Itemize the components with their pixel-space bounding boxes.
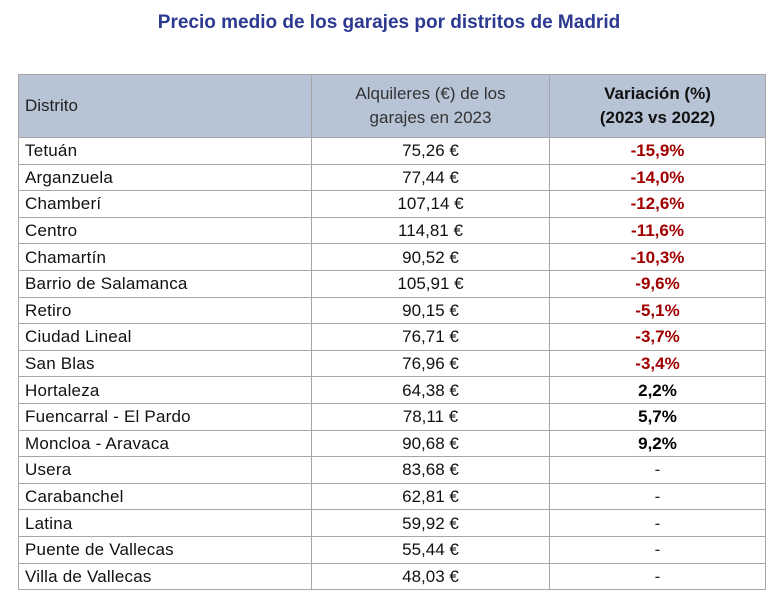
- rental-price-cell: 107,14 €: [311, 190, 550, 218]
- variation-cell: -11,6%: [549, 216, 766, 245]
- district-name-cell: Retiro: [18, 296, 312, 325]
- table-row: Chamberí 107,14 € -12,6%: [18, 190, 766, 218]
- header-alquileres-line1: Alquileres (€) de los: [355, 84, 506, 103]
- rental-price-cell: 48,03 €: [311, 562, 550, 591]
- header-variacion-line2: (2023 vs 2022): [599, 108, 716, 127]
- header-distrito-label: Distrito: [25, 96, 78, 115]
- rental-price-cell: 59,92 €: [311, 509, 550, 537]
- variation-cell: -14,0%: [549, 163, 766, 192]
- table-row: Tetuán 75,26 € -15,9%: [18, 137, 766, 165]
- table-row: Hortaleza 64,38 €2,2%: [18, 376, 766, 404]
- district-name-cell: Chamartín: [18, 243, 312, 271]
- district-name-cell: Carabanchel: [18, 482, 312, 511]
- table-row: Puente de Vallecas 55,44 € -: [18, 535, 766, 564]
- rental-price-cell: 83,68 €: [311, 456, 550, 484]
- table-row: Moncloa - Aravaca 90,68 €9,2%: [18, 429, 766, 458]
- rental-price-cell: 75,26 €: [311, 137, 550, 165]
- rental-price-cell: 76,96 €: [311, 349, 550, 378]
- district-name-cell: Chamberí: [18, 190, 312, 218]
- page-title: Precio medio de los garajes por distrito…: [157, 12, 621, 33]
- table-row: San Blas 76,96 € -3,4%: [18, 349, 766, 378]
- table-row: Barrio de Salamanca 105,91 € -9,6%: [18, 269, 766, 298]
- district-name-cell: Usera: [18, 456, 312, 484]
- variation-cell: 2,2%: [549, 376, 766, 404]
- variation-cell: -3,4%: [549, 349, 766, 378]
- district-name-cell: Latina: [18, 509, 312, 537]
- table-row: Arganzuela 77,44 € -14,0%: [18, 163, 766, 192]
- rental-price-cell: 90,68 €: [311, 429, 550, 458]
- variation-cell: -: [549, 562, 766, 591]
- variation-cell: -12,6%: [549, 190, 766, 218]
- variation-cell: -: [549, 456, 766, 484]
- table-body: Tetuán 75,26 € -15,9% Arganzuela 77,44 € -14,…: [18, 137, 766, 591]
- rental-price-cell: 62,81 €: [311, 482, 550, 511]
- header-variacion-line1: Variación (%): [604, 84, 711, 103]
- header-variacion: Variación (%) (2023 vs 2022): [549, 74, 766, 138]
- rental-price-cell: 64,38 €: [311, 376, 550, 404]
- header-alquileres: Alquileres (€) de los garajes en 2023: [311, 74, 550, 138]
- variation-cell: -15,9%: [549, 137, 766, 165]
- rental-price-cell: 55,44 €: [311, 535, 550, 564]
- rental-price-cell: 105,91 €: [311, 269, 550, 298]
- variation-cell: -: [549, 535, 766, 564]
- table-header: Distrito Alquileres (€) de los garajes e…: [18, 74, 766, 138]
- district-name-cell: Tetuán: [18, 137, 312, 165]
- rental-price-cell: 76,71 €: [311, 323, 550, 351]
- district-name-cell: Arganzuela: [18, 163, 312, 192]
- rental-price-cell: 114,81 €: [311, 216, 550, 245]
- table-row: Fuencarral - El Pardo 78,11 €5,7%: [18, 402, 766, 431]
- table-row: Carabanchel 62,81 € -: [18, 482, 766, 511]
- rental-price-cell: 78,11 €: [311, 402, 550, 431]
- district-name-cell: Barrio de Salamanca: [18, 269, 312, 298]
- variation-cell: -5,1%: [549, 296, 766, 325]
- garage-prices-table: Distrito Alquileres (€) de los garajes e…: [18, 74, 766, 591]
- district-name-cell: Puente de Vallecas: [18, 535, 312, 564]
- header-distrito: Distrito: [18, 74, 312, 138]
- rental-price-cell: 77,44 €: [311, 163, 550, 192]
- district-name-cell: Villa de Vallecas: [18, 562, 312, 591]
- variation-cell: -10,3%: [549, 243, 766, 271]
- variation-cell: -9,6%: [549, 269, 766, 298]
- district-name-cell: Hortaleza: [18, 376, 312, 404]
- header-alquileres-line2: garajes en 2023: [369, 108, 492, 127]
- table-row: Chamartín 90,52 € -10,3%: [18, 243, 766, 271]
- header-row: Distrito Alquileres (€) de los garajes e…: [18, 74, 766, 138]
- district-name-cell: San Blas: [18, 349, 312, 378]
- variation-cell: 5,7%: [549, 402, 766, 431]
- table-row: Ciudad Lineal 76,71 € -3,7%: [18, 323, 766, 351]
- table-row: Usera 83,68 € -: [18, 456, 766, 484]
- rental-price-cell: 90,52 €: [311, 243, 550, 271]
- table-row: Villa de Vallecas 48,03 € -: [18, 562, 766, 591]
- variation-cell: -: [549, 482, 766, 511]
- table-row: Latina 59,92 € -: [18, 509, 766, 537]
- variation-cell: -3,7%: [549, 323, 766, 351]
- district-name-cell: Fuencarral - El Pardo: [18, 402, 312, 431]
- table-row: Retiro 90,15 € -5,1%: [18, 296, 766, 325]
- district-name-cell: Ciudad Lineal: [18, 323, 312, 351]
- variation-cell: -: [549, 509, 766, 537]
- district-name-cell: Moncloa - Aravaca: [18, 429, 312, 458]
- district-name-cell: Centro: [18, 216, 312, 245]
- rental-price-cell: 90,15 €: [311, 296, 550, 325]
- variation-cell: 9,2%: [549, 429, 766, 458]
- table-row: Centro 114,81 € -11,6%: [18, 216, 766, 245]
